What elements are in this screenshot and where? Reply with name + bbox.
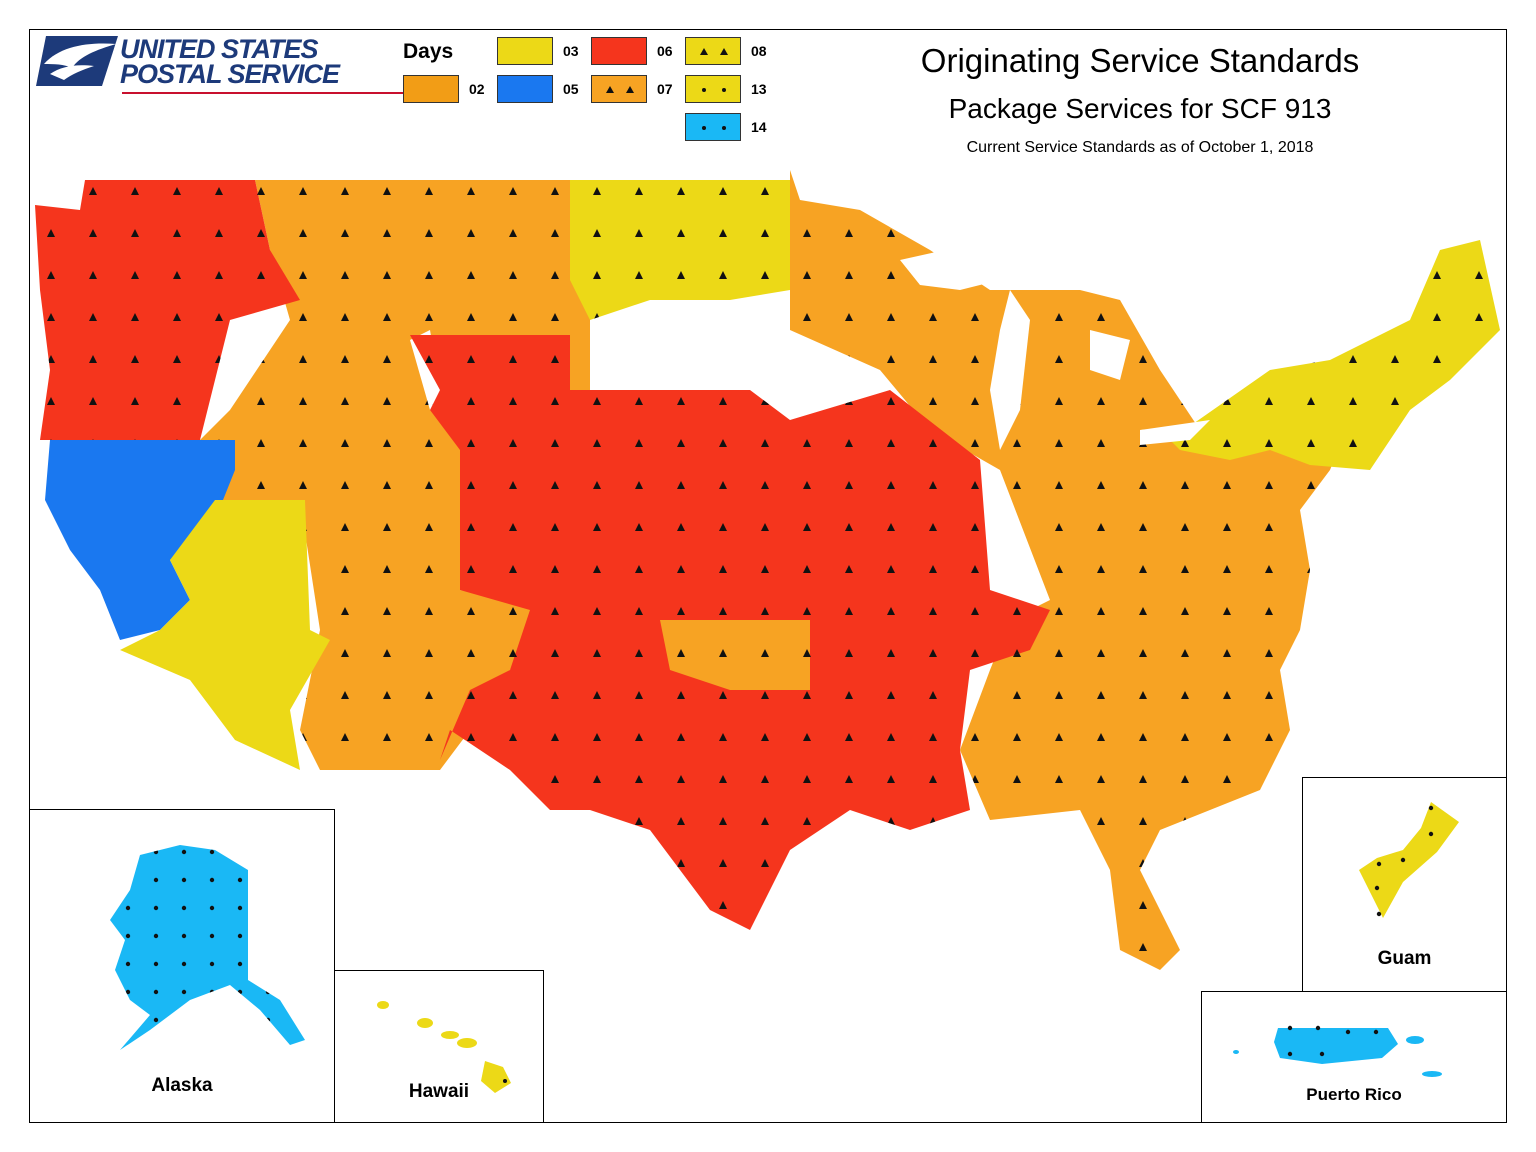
- legend-label-06: 06: [657, 43, 673, 59]
- region-mountain-07: [200, 180, 590, 770]
- legend-label-08: 08: [751, 43, 767, 59]
- alaska-label: Alaska: [151, 1075, 213, 1096]
- logo-underline: [122, 92, 408, 94]
- usps-logo: UNITED STATES POSTAL SERVICE: [36, 34, 408, 94]
- logo-text-line1: UNITED STATES: [120, 34, 319, 64]
- contiguous-us-map: [35, 170, 1500, 970]
- region-northern-california-05: [45, 440, 235, 640]
- guam-label: Guam: [1377, 948, 1432, 969]
- legend-swatch-14: [685, 113, 741, 141]
- legend-swatch-06: [591, 37, 647, 65]
- puerto-rico-map: [1233, 1025, 1442, 1077]
- legend-swatch-07: [591, 75, 647, 103]
- hawaii-map: [377, 1001, 511, 1093]
- map-subtitle: Package Services for SCF 913: [948, 93, 1332, 124]
- legend-title: Days: [403, 40, 454, 63]
- region-east-07: [790, 170, 1350, 970]
- legend-label-05: 05: [563, 81, 579, 97]
- map-dateline: Current Service Standards as of October …: [966, 139, 1314, 156]
- great-lakes: [900, 240, 1210, 450]
- hawaii-label: Hawaii: [408, 1081, 470, 1102]
- legend-label-02: 02: [469, 81, 485, 97]
- legend-swatch-13: [685, 75, 741, 103]
- legend-label-13: 13: [751, 81, 767, 97]
- region-northern-plains-08: [570, 180, 790, 320]
- logo-text-line2: POSTAL SERVICE: [120, 59, 340, 89]
- legend-swatch-02: [403, 75, 459, 103]
- region-central-06: [410, 335, 1050, 930]
- guam-map: [1359, 802, 1459, 918]
- region-pacific-northwest-06: [35, 180, 300, 440]
- map-title: Originating Service Standards: [920, 42, 1360, 79]
- legend-label-07: 07: [657, 81, 673, 97]
- legend-label-14: 14: [751, 119, 767, 135]
- region-southern-california-03: [120, 500, 330, 770]
- puerto-rico-inset: Puerto Rico: [1201, 991, 1507, 1123]
- puerto-rico-label: Puerto Rico: [1306, 1085, 1402, 1104]
- legend-swatch-03: [497, 37, 553, 65]
- alaska-map: [110, 845, 305, 1050]
- legend-swatch-05: [497, 75, 553, 103]
- legend-swatch-08: [685, 37, 741, 65]
- region-new-england-08: [1170, 240, 1500, 470]
- eagle-icon: [36, 36, 118, 86]
- guam-inset: Guam: [1302, 777, 1507, 992]
- legend-label-03: 03: [563, 43, 579, 59]
- hawaii-inset: Hawaii: [334, 970, 544, 1123]
- alaska-inset: Alaska: [29, 809, 335, 1123]
